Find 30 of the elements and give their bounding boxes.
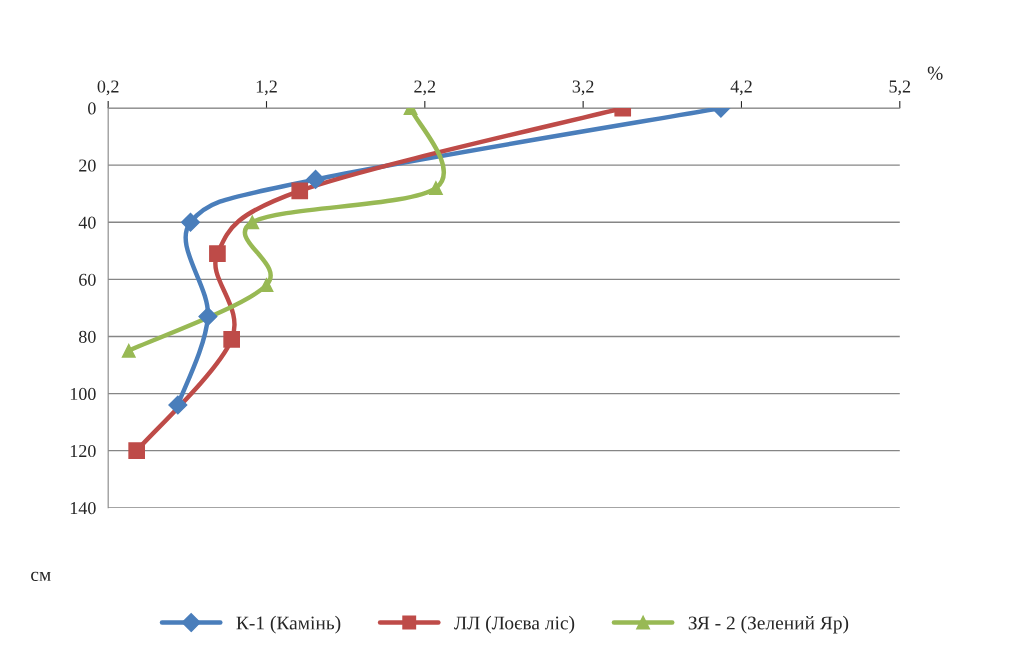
legend-label: К-1 (Камінь) [236,615,341,634]
point [168,395,188,415]
point [259,278,274,293]
y-tick-label: 100 [70,387,96,401]
point [428,181,443,195]
point [128,442,146,460]
x-tick-label: 3,2 [572,80,594,96]
y-tick-label: 80 [79,330,96,343]
y-tick-label: 60 [79,273,96,286]
point [198,306,218,327]
point [209,245,226,263]
y-tick-label: 40 [78,216,96,229]
x-tick-label: 1,2 [256,80,277,96]
x-tick-label: 2,2 [414,80,436,96]
x-axis-title: % [927,66,943,80]
point [306,169,326,189]
point [121,343,136,358]
legend-label: ЗЯ - 2 (Зелений Яр) [688,615,849,634]
point [223,330,241,348]
y-tick-label: 140 [70,502,96,515]
y-axis-title: см [31,571,51,581]
x-tick-label: 0,2 [97,80,119,96]
y-tick-label: 20 [79,159,96,172]
x-tick-label: 4,2 [730,80,752,96]
point [180,212,201,232]
point [291,182,309,200]
y-tick-label: 0 [88,102,96,115]
legend-label: ЛЛ (Лоєва ліс) [454,615,575,634]
y-tick-label: 120 [70,444,96,458]
x-tick-label: 5,2 [889,80,911,96]
